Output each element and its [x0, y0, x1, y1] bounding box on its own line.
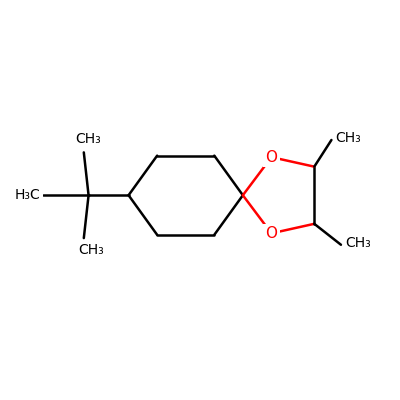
Text: CH₃: CH₃ [345, 236, 371, 250]
Text: CH₃: CH₃ [76, 132, 102, 146]
Text: H₃C: H₃C [15, 188, 40, 202]
Text: O: O [266, 226, 278, 241]
Text: CH₃: CH₃ [78, 244, 104, 258]
Text: CH₃: CH₃ [336, 131, 362, 145]
Text: O: O [266, 150, 278, 165]
